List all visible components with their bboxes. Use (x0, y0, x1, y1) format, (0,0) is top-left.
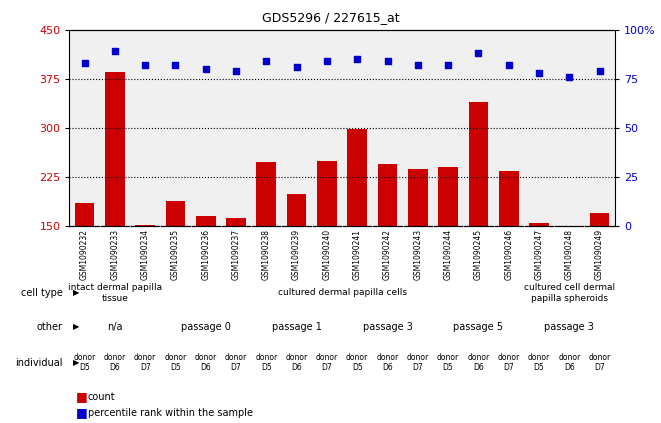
Text: donor
D5: donor D5 (165, 353, 186, 372)
Bar (136, 225, 155, 226)
Text: other: other (37, 322, 63, 332)
Point (473, 50, 484, 57)
Text: GSM1090232: GSM1090232 (80, 229, 89, 280)
Point (533, 69, 544, 76)
Text: GSM1090234: GSM1090234 (141, 229, 149, 280)
Text: donor
D7: donor D7 (316, 353, 338, 372)
Text: ▶: ▶ (73, 322, 79, 331)
Point (594, 68, 605, 74)
Point (412, 62, 423, 69)
Text: donor
D7: donor D7 (225, 353, 247, 372)
Point (564, 74, 574, 80)
Text: passage 1: passage 1 (272, 322, 321, 332)
Text: percentile rank within the sample: percentile rank within the sample (88, 408, 253, 418)
Point (292, 63, 302, 70)
Text: donor
D6: donor D6 (376, 353, 399, 372)
Text: donor
D7: donor D7 (498, 353, 520, 372)
Bar (75, 203, 95, 226)
Text: GSM1090242: GSM1090242 (383, 229, 392, 280)
Bar (256, 162, 276, 226)
Text: passage 3: passage 3 (363, 322, 412, 332)
Text: GDS5296 / 227615_at: GDS5296 / 227615_at (262, 11, 399, 24)
Text: GSM1090246: GSM1090246 (504, 229, 513, 280)
Text: ▶: ▶ (73, 358, 79, 367)
Text: GSM1090244: GSM1090244 (444, 229, 453, 280)
Bar (348, 129, 367, 226)
Text: GSM1090240: GSM1090240 (323, 229, 331, 280)
Text: cultured cell dermal
papilla spheroids: cultured cell dermal papilla spheroids (524, 283, 615, 302)
Bar (226, 218, 246, 226)
Point (110, 48, 120, 55)
Point (140, 62, 151, 69)
Text: passage 3: passage 3 (545, 322, 594, 332)
Bar (317, 161, 336, 226)
Text: individual: individual (15, 358, 63, 368)
Bar (166, 201, 185, 226)
Text: passage 0: passage 0 (181, 322, 231, 332)
Text: donor
D5: donor D5 (346, 353, 368, 372)
Bar (287, 194, 307, 226)
Text: intact dermal papilla
tissue: intact dermal papilla tissue (68, 283, 162, 302)
Text: donor
D6: donor D6 (194, 353, 217, 372)
Text: GSM1090247: GSM1090247 (535, 229, 543, 280)
Text: cultured dermal papilla cells: cultured dermal papilla cells (278, 288, 407, 297)
Point (231, 68, 241, 74)
Text: donor
D6: donor D6 (286, 353, 308, 372)
Text: donor
D7: donor D7 (407, 353, 429, 372)
Bar (377, 164, 397, 226)
Text: passage 5: passage 5 (453, 322, 504, 332)
Bar (529, 223, 549, 226)
Point (352, 56, 362, 63)
Text: donor
D5: donor D5 (528, 353, 550, 372)
Text: ■: ■ (76, 407, 88, 420)
Text: ■: ■ (76, 390, 88, 404)
Point (504, 62, 514, 69)
Text: GSM1090238: GSM1090238 (262, 229, 271, 280)
Bar (408, 169, 428, 226)
Text: n/a: n/a (107, 322, 122, 332)
Text: GSM1090248: GSM1090248 (564, 229, 574, 280)
Point (170, 62, 180, 69)
Bar (469, 102, 488, 226)
Text: donor
D5: donor D5 (73, 353, 96, 372)
Text: cell type: cell type (21, 288, 63, 298)
Point (382, 58, 393, 64)
Text: donor
D6: donor D6 (104, 353, 126, 372)
Bar (105, 72, 125, 226)
Point (443, 62, 453, 69)
Text: donor
D6: donor D6 (467, 353, 490, 372)
Text: GSM1090243: GSM1090243 (413, 229, 422, 280)
Text: GSM1090245: GSM1090245 (474, 229, 483, 280)
Text: count: count (88, 392, 116, 402)
Point (200, 66, 211, 72)
Point (261, 58, 272, 64)
Text: donor
D7: donor D7 (134, 353, 156, 372)
Bar (590, 213, 609, 226)
Text: GSM1090249: GSM1090249 (595, 229, 604, 280)
Text: GSM1090236: GSM1090236 (201, 229, 210, 280)
Text: ▶: ▶ (73, 288, 79, 297)
Text: GSM1090235: GSM1090235 (171, 229, 180, 280)
Point (79, 60, 90, 66)
Text: GSM1090241: GSM1090241 (353, 229, 362, 280)
Point (322, 58, 332, 64)
Text: donor
D6: donor D6 (558, 353, 580, 372)
Text: donor
D5: donor D5 (255, 353, 278, 372)
Bar (499, 170, 518, 226)
Bar (559, 226, 579, 228)
Bar (438, 167, 458, 226)
Text: GSM1090239: GSM1090239 (292, 229, 301, 280)
Text: donor
D7: donor D7 (588, 353, 611, 372)
Bar (196, 217, 215, 226)
Text: GSM1090237: GSM1090237 (231, 229, 241, 280)
Text: GSM1090233: GSM1090233 (110, 229, 120, 280)
Text: donor
D5: donor D5 (437, 353, 459, 372)
